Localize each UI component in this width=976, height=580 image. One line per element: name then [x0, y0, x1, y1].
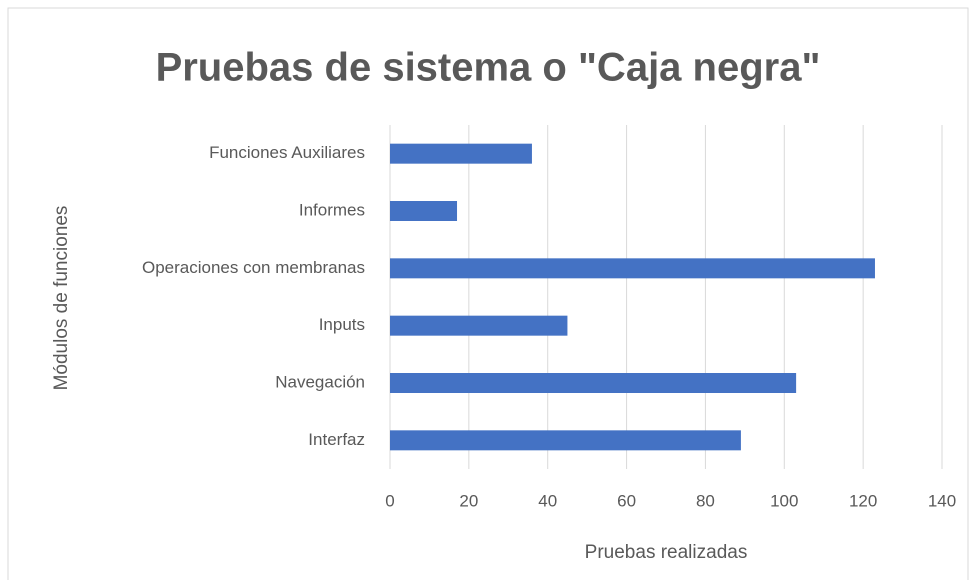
y-tick-label: Interfaz [308, 430, 365, 449]
chart-title: Pruebas de sistema o "Caja negra" [156, 46, 821, 90]
bar [390, 143, 532, 164]
x-tick-label: 100 [770, 491, 798, 510]
chart-border [7, 7, 969, 580]
y-axis-title: Módulos de funciones [51, 206, 72, 391]
bar [390, 201, 458, 221]
y-tick-label: Operaciones con membranas [142, 258, 365, 277]
x-tick-label: 140 [928, 491, 956, 510]
y-tick-label: Inputs [319, 315, 365, 334]
x-tick-label: 60 [617, 491, 636, 510]
bar [390, 373, 797, 393]
x-tick-label: 120 [849, 491, 877, 510]
y-tick-label: Navegación [275, 372, 365, 391]
bar [390, 258, 875, 279]
x-axis-title: Pruebas realizadas [585, 542, 748, 563]
bar [390, 430, 741, 451]
y-tick-label: Informes [299, 200, 365, 219]
bar [390, 315, 568, 336]
x-tick-label: 80 [696, 491, 715, 510]
y-tick-label: Funciones Auxiliares [209, 143, 365, 162]
x-tick-label: 20 [459, 491, 478, 510]
x-tick-label: 0 [385, 491, 394, 510]
x-tick-label: 40 [538, 491, 557, 510]
